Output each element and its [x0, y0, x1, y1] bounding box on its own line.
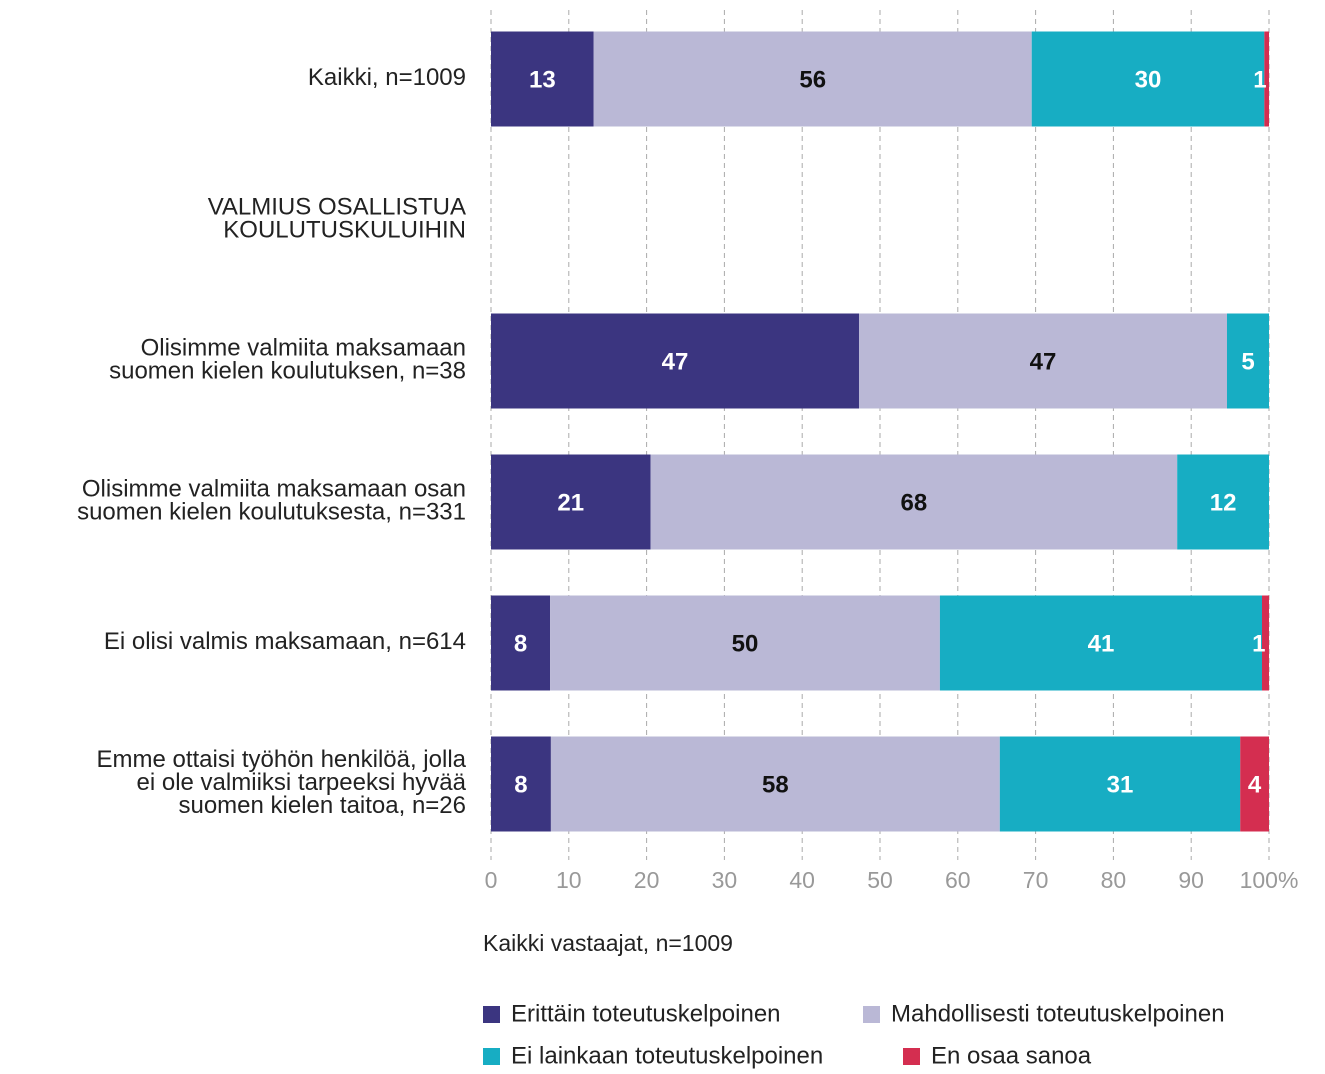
- data-label: 47: [1030, 348, 1057, 375]
- x-tick-label: 70: [1023, 867, 1049, 893]
- x-tick-label: 90: [1178, 867, 1204, 893]
- bar-segment: [491, 313, 859, 409]
- category-label-line: Olisimme valmiita maksamaan: [141, 335, 466, 362]
- bar-segment: [1240, 736, 1269, 832]
- category-label-line: suomen kielen koulutuksen, n=38: [109, 358, 466, 385]
- legend-label: Ei lainkaan toteutuskelpoinen: [511, 1042, 823, 1069]
- data-label: 41: [1088, 630, 1115, 657]
- category-label-line: suomen kielen taitoa, n=26: [178, 792, 466, 819]
- bar-segment: [1261, 595, 1269, 691]
- legend-swatch: [483, 1048, 500, 1065]
- data-label: 31: [1107, 771, 1134, 798]
- bar-segment: [491, 454, 651, 550]
- category-label: Kaikki, n=1009: [308, 64, 466, 91]
- bar-segment: [1031, 31, 1265, 127]
- data-label: 50: [732, 630, 759, 657]
- category-label: Olisimme valmiita maksamaan suomen kielen…: [109, 335, 466, 385]
- legend-swatch: [863, 1006, 880, 1023]
- data-label: 4: [1248, 771, 1262, 798]
- category-label-line: VALMIUS OSALLISTUA: [208, 194, 466, 221]
- bar-segment: [1226, 313, 1269, 409]
- data-label: 8: [514, 771, 527, 798]
- x-tick-label: 0: [485, 867, 498, 893]
- data-label: 8: [514, 630, 527, 657]
- category-label-line: Emme ottaisi työhön henkilöä, jolla: [96, 746, 466, 773]
- category-label: Olisimme valmiita maksamaan osan suomen k…: [77, 476, 466, 526]
- legend-swatch: [483, 1006, 500, 1023]
- legend-label: En osaa sanoa: [931, 1042, 1092, 1069]
- bar-segment: [550, 736, 1000, 832]
- category-label-line: Kaikki, n=1009: [308, 64, 466, 91]
- data-label: 30: [1135, 66, 1162, 93]
- x-tick-label: 80: [1101, 867, 1127, 893]
- x-tick-label: 40: [789, 867, 815, 893]
- data-label: 5: [1241, 348, 1254, 375]
- category-label: Emme ottaisi työhön henkilöä, jolla ei ol…: [96, 746, 466, 819]
- legend-label: Mahdollisesti toteutuskelpoinen: [891, 1000, 1225, 1027]
- bar-segment: [593, 31, 1032, 127]
- x-tick-label: 20: [634, 867, 660, 893]
- bar-segment: [939, 595, 1262, 691]
- bar-segment: [650, 454, 1178, 550]
- bar-segment: [858, 313, 1227, 409]
- bar-segment: [491, 31, 594, 127]
- category-label: VALMIUS OSALLISTUA KOULUTUSKULUIHIN: [208, 194, 466, 244]
- data-label: 1: [1253, 66, 1266, 93]
- x-tick-label: 10: [556, 867, 582, 893]
- data-label: 12: [1210, 489, 1237, 516]
- category-label-line: Olisimme valmiita maksamaan osan: [82, 476, 466, 503]
- category-label-line: Ei olisi valmis maksamaan, n=614: [104, 628, 466, 655]
- x-tick-label: 100%: [1240, 867, 1299, 893]
- category-label: Ei olisi valmis maksamaan, n=614: [104, 628, 466, 655]
- x-tick-label: 30: [712, 867, 738, 893]
- bar-segment: [1264, 31, 1269, 127]
- bar-segment: [999, 736, 1241, 832]
- category-label-line: ei ole valmiiksi tarpeeksi hyvää: [137, 769, 467, 796]
- data-label: 58: [762, 771, 789, 798]
- x-axis-title: Kaikki vastaajat, n=1009: [483, 930, 733, 956]
- data-label: 13: [529, 66, 556, 93]
- data-label: 68: [900, 489, 927, 516]
- legend-label: Erittäin toteutuskelpoinen: [511, 1000, 781, 1027]
- data-label: 21: [557, 489, 584, 516]
- x-tick-label: 50: [867, 867, 893, 893]
- bar-segment: [1177, 454, 1269, 550]
- bar-segment: [550, 595, 940, 691]
- data-label: 1: [1252, 630, 1265, 657]
- data-label: 56: [799, 66, 826, 93]
- data-label: 47: [662, 348, 689, 375]
- legend-swatch: [903, 1048, 920, 1065]
- bar-segment: [491, 595, 551, 691]
- bar-segment: [491, 736, 551, 832]
- category-label-line: suomen kielen koulutuksesta, n=331: [77, 499, 466, 526]
- x-tick-label: 60: [945, 867, 971, 893]
- category-label-line: KOULUTUSKULUIHIN: [223, 217, 466, 244]
